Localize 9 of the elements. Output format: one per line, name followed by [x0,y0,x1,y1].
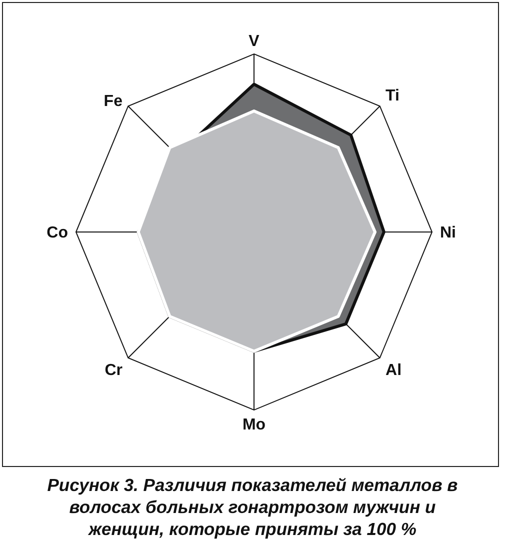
spoke-label: Mo [242,416,266,434]
spoke-label: Al [386,362,402,379]
spoke-label: V [248,33,260,50]
spoke-label: Ni [440,224,456,242]
spoke-label: Ti [386,87,400,104]
spoke-label: Fe [104,93,123,110]
spoke-label: Co [46,224,68,242]
spoke-label: Cr [104,362,122,379]
text: Рисунок 3. Различия показателей металлов в волосах больных гонартрозом мужчин и женщин, которые приняты за 100 % [46,474,459,540]
